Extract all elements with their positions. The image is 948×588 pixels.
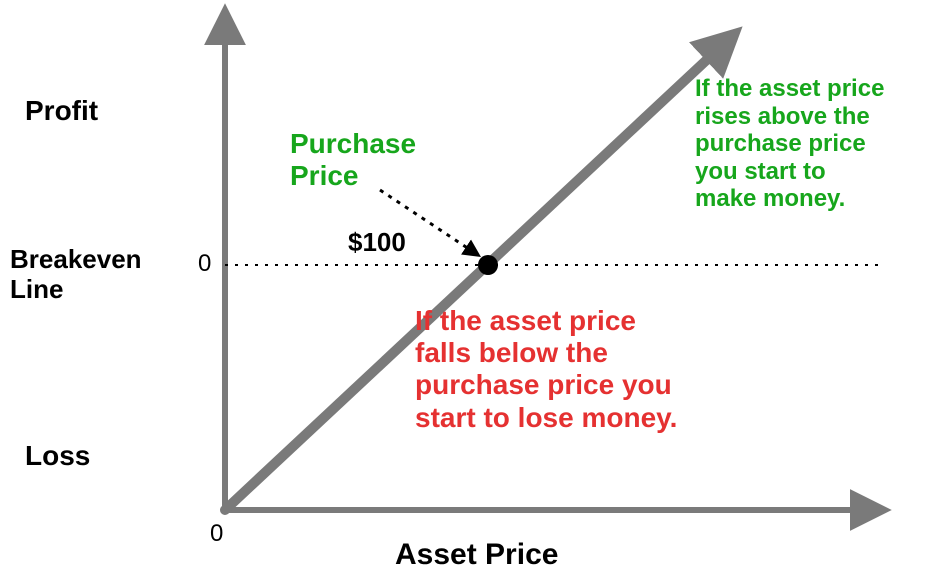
purchase-point — [478, 255, 498, 275]
payoff-line — [225, 40, 728, 510]
profit-annotation: If the asset pricerises above thepurchas… — [695, 75, 884, 213]
x-axis-zero-label: 0 — [210, 520, 223, 548]
profit-label: Profit — [25, 95, 98, 127]
y-axis-zero-label: 0 — [198, 250, 211, 278]
loss-annotation: If the asset pricefalls below thepurchas… — [415, 305, 677, 434]
purchase-price-label: PurchasePrice — [290, 128, 416, 192]
loss-label: Loss — [25, 440, 90, 472]
breakeven-label: BreakevenLine — [10, 245, 142, 305]
purchase-price-value: $100 — [348, 228, 406, 258]
x-axis-label: Asset Price — [395, 538, 558, 573]
chart-stage: Profit BreakevenLine Loss 0 0 Asset Pric… — [0, 0, 948, 588]
